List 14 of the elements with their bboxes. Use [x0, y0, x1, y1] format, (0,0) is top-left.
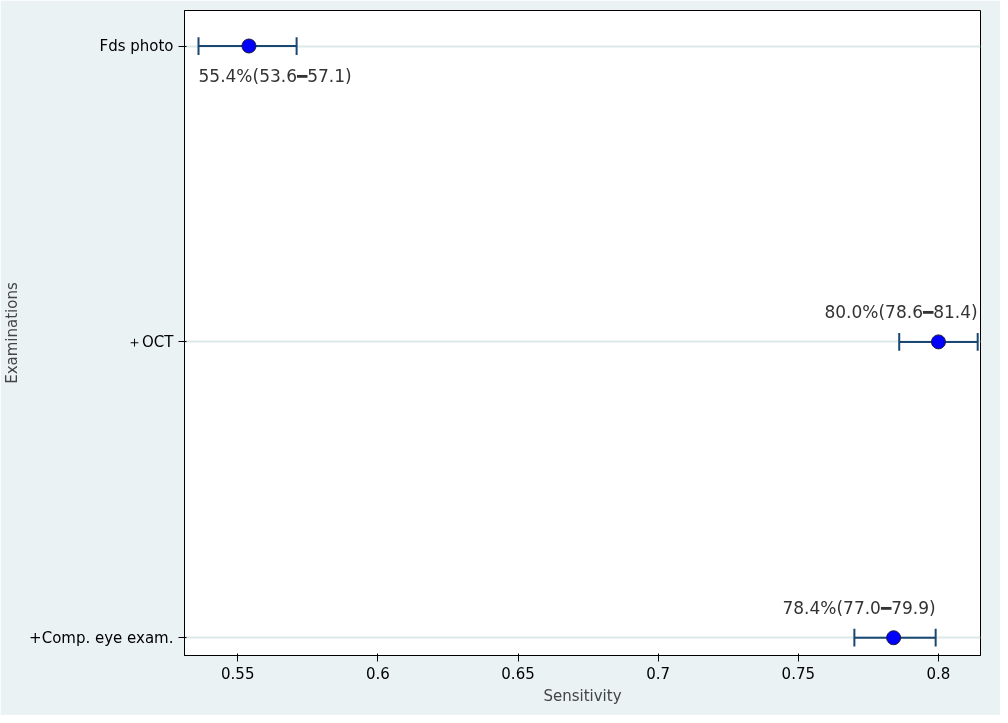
x-tick-label: 0.55	[221, 664, 255, 683]
data-label: 80.0%(78.6━81.4)	[824, 302, 978, 323]
y-axis-title: Examinations	[3, 282, 22, 384]
y-tick-label: Fds photo	[99, 37, 174, 55]
x-tick-label: 0.65	[501, 664, 535, 683]
x-tick-label: 0.8	[926, 664, 951, 683]
x-tick-label: 0.6	[365, 664, 390, 683]
x-tick-label: 0.7	[646, 664, 671, 683]
y-tick-label: +Comp. eye exam.	[29, 628, 174, 647]
x-axis-title: Sensitivity	[543, 686, 622, 705]
y-tick-label: ＋OCT	[127, 332, 175, 351]
data-label: 55.4%(53.6━57.1)	[198, 65, 352, 86]
x-tick-label: 0.75	[781, 664, 816, 683]
data-label: 78.4%(77.0━79.9)	[782, 598, 936, 619]
